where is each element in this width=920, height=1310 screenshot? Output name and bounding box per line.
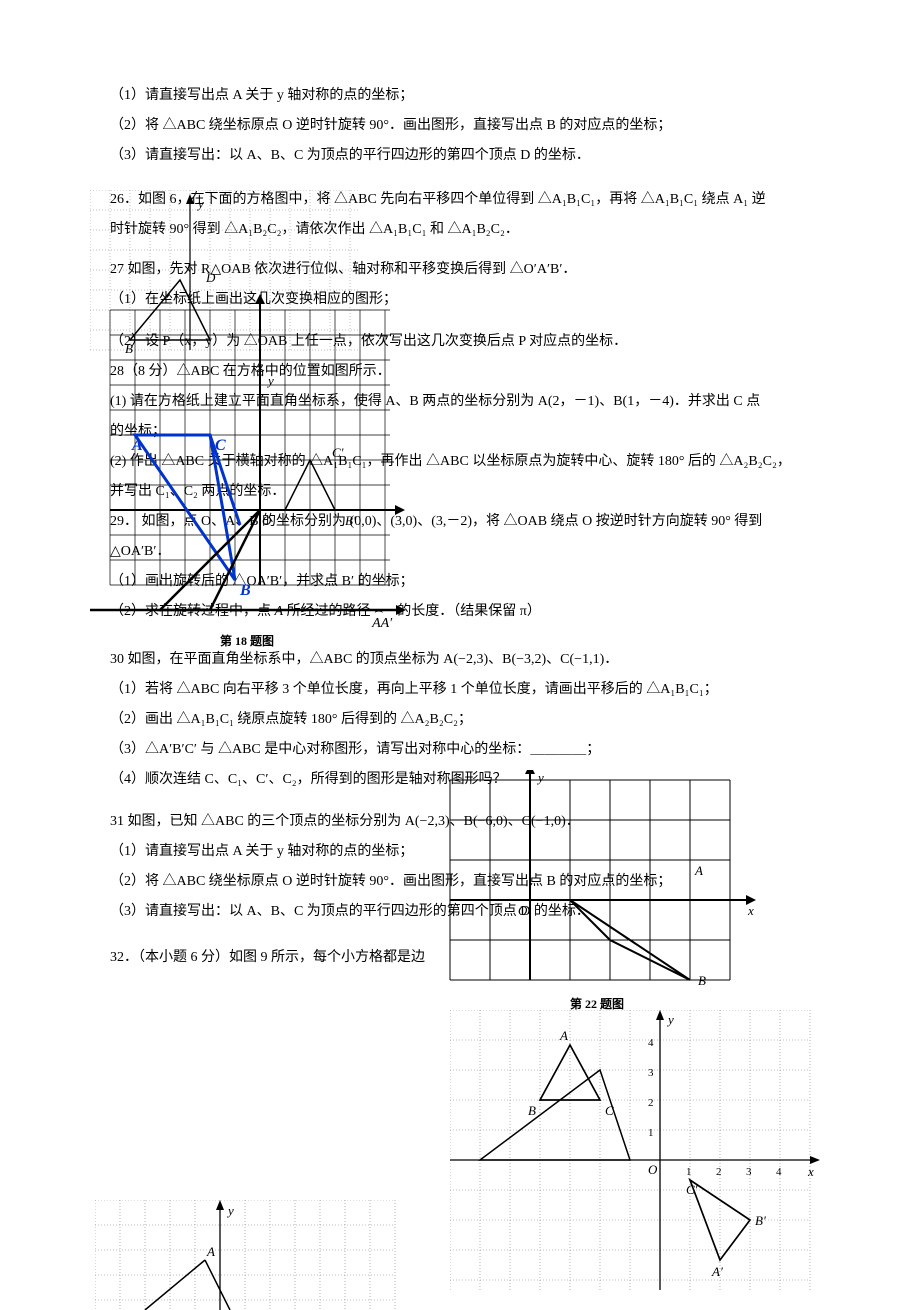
q30: 30 如图，在平面直角坐标系中，△ABC 的顶点坐标为 A(−2,3)、B(−3… [110,646,810,674]
q28a: (1) 请在方格纸上建立平面直角坐标系，使得 A、B 两点的坐标分别为 A(2，… [110,388,810,416]
q29c: （1）画出旋转后的 △OA′B′，并求点 B′ 的坐标； [110,568,810,596]
svg-text:1: 1 [648,1127,654,1139]
q30c: （3）△A′B′C′ 与 △ABC 是中心对称图形，请写出对称中心的坐标：＿＿＿… [110,736,810,764]
q30b: （2）画出 △A₁B₁C₁ 绕原点旋转 180° 后得到的 △A₂B₂C₂； [110,706,810,734]
svg-text:A′: A′ [711,1264,723,1279]
q27: 27 如图，先对 R△OAB 依次进行位似、轴对称和平移变换后得到 △O′A′B… [110,256,810,284]
q29d: （2）求在旋转过程中，点 A 所经过的路径 ⌢AA′ 的长度．（结果保留 π） [110,598,810,626]
svg-text:2: 2 [648,1097,654,1109]
q29: 29． 如图，点 O、A、B 的坐标分别为 (0,0)、(3,0)、(3,－2)… [110,508,810,536]
q31b: （2）将 △ABC 绕坐标原点 O 逆时针旋转 90°．画出图形，直接写出点 B… [110,868,810,896]
q27a: （1）在坐标纸上画出这几次变换相应的图形； [110,286,810,314]
q28b2: 并写出 C₁、C₂ 两点的坐标． [110,478,810,506]
q31c: （3）请直接写出：以 A、B、C 为顶点的平行四边形的第四个顶点 D 的坐标． [110,898,810,926]
q-block1-1: （1）请直接写出点 A 关于 y 轴对称的点的坐标； [110,82,810,110]
svg-text:3: 3 [746,1166,752,1178]
page-container: （1）请直接写出点 A 关于 y 轴对称的点的坐标； （2）将 △ABC 绕坐标… [0,0,920,1094]
svg-text:4: 4 [776,1166,782,1178]
svg-text:1: 1 [686,1166,692,1178]
q31a: （1）请直接写出点 A 关于 y 轴对称的点的坐标； [110,838,810,866]
q30a: （1）若将 △ABC 向右平移 3 个单位长度，再向上平移 1 个单位长度，请画… [110,676,810,704]
svg-text:y: y [226,1203,234,1218]
q32: 32．（本小题 6 分）如图 9 所示，每个小方格都是边 [110,944,810,972]
q-block1-2: （2）将 △ABC 绕坐标原点 O 逆时针旋转 90°．画出图形，直接写出点 B… [110,112,810,140]
svg-text:B′: B′ [755,1213,766,1228]
svg-text:B: B [528,1103,536,1118]
svg-text:C: C [605,1103,614,1118]
svg-text:O: O [648,1162,658,1177]
svg-text:3: 3 [648,1067,654,1079]
q28a2: 的坐标； [110,418,810,446]
q-block1-3: （3）请直接写出：以 A、B、C 为顶点的平行四边形的第四个顶点 D 的坐标． [110,142,810,170]
q26: 26．如图 6，在下面的方格图中，将 △ABC 先向右平移四个单位得到 △A₁B… [110,186,810,214]
svg-text:C′: C′ [686,1182,698,1197]
svg-text:2: 2 [716,1166,722,1178]
q26b: 时针旋转 90° 得到 △A₁B₂C₂，请依次作出 △A₁B₁C₁ 和 △A₁B… [110,216,810,244]
q30d: （4）顺次连结 C、C₁、C′、C₂，所得到的图形是轴对称图形吗？ [110,766,810,794]
q28: 28（8 分）△ABC 在方格中的位置如图所示． [110,358,810,386]
q31: 31 如图，已知 △ABC 的三个顶点的坐标分别为 A(−2,3)、B(−6,0… [110,808,810,836]
q27c: （2）设 P（x，y）为 △OAB 上任一点，依次写出这几次变换后点 P 对应点… [110,328,810,356]
figure-32-diagram: y A [95,1200,405,1310]
q28b: (2) 作出 △ABC 关于横轴对称的 △A₁B₁C₁，再作出 △ABC 以坐标… [110,448,810,476]
q29b: △OA′B′． [110,538,810,566]
svg-text:x: x [807,1164,814,1179]
svg-text:A: A [206,1244,215,1259]
